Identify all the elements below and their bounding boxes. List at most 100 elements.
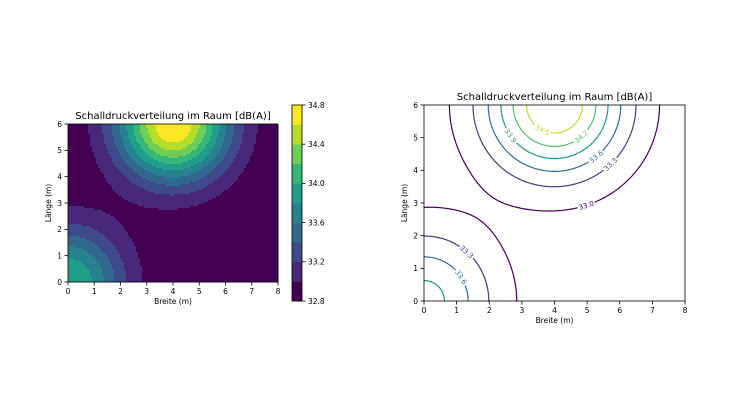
contour-cell [158,208,161,211]
contour-cell [256,174,259,177]
contour-cell [106,198,109,201]
contour-cell [112,192,115,195]
contour-cell [70,212,73,215]
contour-cell [258,180,261,183]
contour-cell [154,140,157,143]
contour-cell [162,150,165,153]
contour-cell [216,180,219,183]
contour-cell [246,150,249,153]
contour-cell [90,148,93,151]
contour-cell [102,196,105,199]
contour-cell [262,206,265,209]
contour-cell [174,186,177,189]
contour-cell [232,132,235,135]
contour-cell [274,154,277,157]
contour-cell [98,188,101,191]
contour-cell [146,144,149,147]
contour-cell [248,216,251,219]
contour-cell [78,190,81,193]
contour-cell [194,202,197,205]
contour-cell [218,162,221,165]
contour-cell [80,182,83,185]
contour-cell [226,154,229,157]
contour-cell [248,204,251,207]
contour-cell [194,168,197,171]
contour-cell [214,210,217,213]
contour-cell [160,188,163,191]
contour-cell [138,162,141,165]
contour-cell [70,206,73,209]
contour-cell [100,198,103,201]
contour-cell [154,136,157,139]
contour-cell [262,134,265,137]
contour-cell [184,166,187,169]
contour-cell [86,202,89,205]
contour-cell [94,124,97,127]
contour-cell [224,180,227,183]
contour-cell [194,180,197,183]
contour-cell [124,150,127,153]
contour-cell [210,154,213,157]
contour-cell [190,134,193,137]
contour-cell [92,162,95,165]
contour-cell [134,216,137,219]
contour-cell [248,206,251,209]
contour-cell [158,174,161,177]
contour-cell [194,166,197,169]
contour-cell [146,210,149,213]
contour-cell [230,164,233,167]
contour-cell [112,168,115,171]
contour-cell [152,158,155,161]
contour-cell [68,146,71,149]
contour-cell [100,210,103,213]
contour-cell [260,184,263,187]
contour-cell [130,192,133,195]
contour-cell [246,184,249,187]
contour-cell [266,216,269,219]
contour-cell [178,180,181,183]
contour-cell [76,202,79,205]
contour-cell [128,162,131,165]
contour-cell [84,132,87,135]
contour-cell [202,128,205,131]
contour-cell [236,188,239,191]
contour-cell [238,150,241,153]
contour-cell [246,200,249,203]
contour-cell [272,140,275,143]
contour-cell [112,170,115,173]
contour-cell [240,142,243,145]
contour-cell [254,126,257,129]
contour-cell [194,176,197,179]
contour-cell [238,172,241,175]
contour-cell [176,184,179,187]
contour-cell [132,152,135,155]
contour-cell [132,124,135,127]
contour-cell [224,188,227,191]
contour-cell [198,136,201,139]
contour-cell [112,196,115,199]
contour-cell [134,142,137,145]
contour-cell [156,214,159,217]
contour-cell [226,136,229,139]
contour-cell [94,146,97,149]
contour-cell [92,176,95,179]
contour-cell [154,196,157,199]
contour-cell [256,178,259,181]
contour-cell [78,200,81,203]
contour-cell [108,160,111,163]
contour-cell [250,196,253,199]
contour-cell [98,178,101,181]
contour-cell [246,198,249,201]
contour-cell [262,176,265,179]
contour-cell [160,208,163,211]
contour-cell [162,140,165,143]
contour-cell [96,130,99,133]
contour-cell [258,168,261,171]
contour-cell [120,194,123,197]
contour-cell [80,180,83,183]
contour-cell [70,188,73,191]
contour-cell [198,144,201,147]
contour-cell [72,154,75,157]
contour-cell [216,190,219,193]
contour-cell [78,158,81,161]
